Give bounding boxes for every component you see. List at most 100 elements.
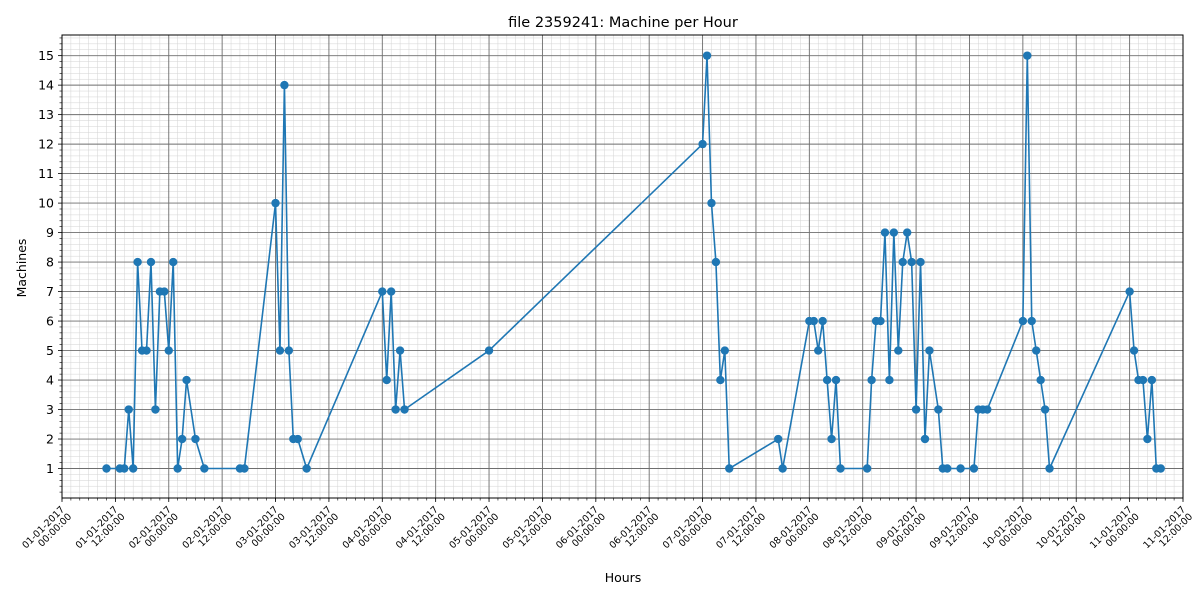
- data-point: [142, 346, 151, 355]
- data-point: [191, 434, 200, 444]
- data-point: [894, 346, 903, 355]
- data-point: [1018, 316, 1028, 326]
- data-point: [836, 464, 845, 473]
- data-point: [707, 198, 716, 208]
- data-point: [716, 375, 725, 385]
- data-point: [943, 464, 952, 473]
- data-point: [916, 257, 925, 267]
- data-point: [382, 375, 391, 385]
- data-point: [124, 405, 133, 414]
- data-point: [395, 346, 405, 355]
- data-point: [907, 257, 916, 267]
- data-point: [698, 139, 707, 149]
- data-point: [146, 257, 156, 267]
- data-point: [1045, 464, 1054, 473]
- data-point: [391, 405, 400, 414]
- data-point: [164, 346, 173, 355]
- y-tick-label: 13: [38, 107, 54, 122]
- data-point: [160, 287, 169, 296]
- data-point: [1036, 375, 1045, 385]
- x-axis-label: Hours: [605, 570, 642, 585]
- data-point: [818, 316, 827, 326]
- data-point: [1040, 405, 1050, 414]
- y-tick-label: 1: [46, 461, 54, 476]
- data-point: [827, 434, 836, 444]
- data-point: [1138, 375, 1148, 385]
- data-point: [911, 405, 921, 414]
- data-point: [711, 257, 721, 267]
- data-point: [182, 375, 191, 385]
- data-point: [702, 51, 712, 60]
- data-point: [400, 405, 409, 414]
- data-point: [378, 287, 387, 296]
- chart-title: file 2359241: Machine per Hour: [508, 15, 738, 31]
- data-point: [1027, 316, 1036, 326]
- data-point: [889, 228, 899, 237]
- y-tick-label: 14: [38, 78, 54, 93]
- data-point: [876, 316, 885, 326]
- data-point: [1143, 434, 1152, 444]
- data-point: [120, 464, 129, 473]
- y-tick-label: 3: [46, 402, 54, 417]
- data-point: [822, 375, 832, 385]
- data-point: [1129, 346, 1139, 355]
- data-point: [880, 228, 890, 237]
- data-point: [1147, 375, 1157, 385]
- data-point: [778, 464, 787, 473]
- y-tick-label: 5: [46, 343, 54, 358]
- data-point: [814, 346, 823, 355]
- data-point: [280, 80, 289, 90]
- data-point: [169, 257, 178, 267]
- data-point: [867, 375, 876, 385]
- data-point: [969, 464, 979, 473]
- data-point: [885, 375, 894, 385]
- y-tick-label: 15: [38, 48, 54, 63]
- y-tick-label: 12: [38, 137, 54, 152]
- data-point: [898, 257, 907, 267]
- data-point: [484, 346, 494, 355]
- data-point: [200, 464, 209, 473]
- data-point: [271, 198, 280, 208]
- data-point: [725, 464, 734, 473]
- axis-ticks: [58, 37, 1184, 502]
- y-tick-label: 11: [38, 166, 54, 181]
- data-point: [151, 405, 160, 414]
- data-point: [903, 228, 912, 237]
- data-point: [920, 434, 930, 444]
- data-point: [983, 405, 992, 414]
- data-point: [173, 464, 182, 473]
- data-point: [133, 257, 142, 267]
- data-point: [284, 346, 294, 355]
- y-tick-label: 8: [46, 255, 54, 270]
- data-point: [128, 464, 138, 473]
- data-point: [1023, 51, 1032, 60]
- data-point: [1156, 464, 1165, 473]
- y-tick-label: 10: [38, 196, 54, 211]
- data-point: [240, 464, 249, 473]
- y-tick-label: 6: [46, 314, 54, 329]
- data-point: [862, 464, 872, 473]
- data-point: [720, 346, 730, 355]
- data-point: [302, 464, 311, 473]
- data-point: [1125, 287, 1134, 296]
- data-point: [956, 464, 965, 473]
- series-layer: [102, 51, 1165, 473]
- y-axis-label: Machines: [14, 239, 29, 298]
- data-point: [925, 346, 934, 355]
- y-tick-label: 9: [46, 225, 54, 240]
- data-point: [102, 464, 111, 473]
- data-point: [293, 434, 302, 444]
- data-point: [386, 287, 396, 296]
- y-tick-label: 2: [46, 432, 54, 447]
- data-point: [275, 346, 285, 355]
- y-tick-label: 7: [46, 284, 54, 299]
- data-point: [934, 405, 943, 414]
- data-point: [1032, 346, 1041, 355]
- data-point: [773, 434, 783, 444]
- data-point: [809, 316, 818, 326]
- y-tick-label: 4: [46, 373, 54, 388]
- data-point: [831, 375, 841, 385]
- data-point: [177, 434, 187, 444]
